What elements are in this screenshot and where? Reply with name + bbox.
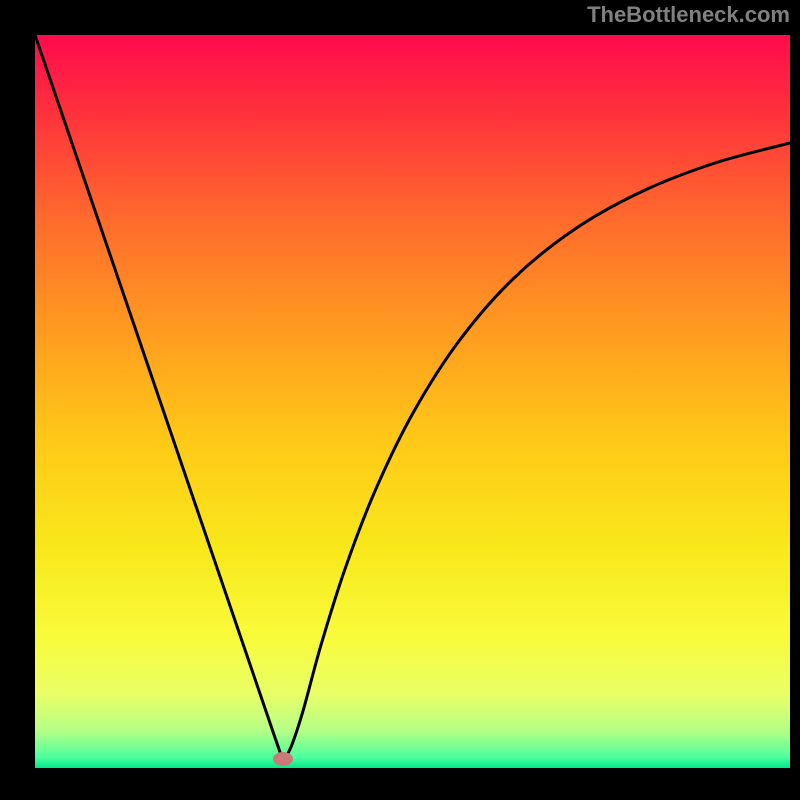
bottleneck-curve — [35, 35, 790, 768]
minimum-marker — [273, 752, 293, 766]
watermark-text: TheBottleneck.com — [587, 2, 790, 28]
figure-frame: TheBottleneck.com — [0, 0, 800, 800]
plot-area — [35, 35, 790, 768]
